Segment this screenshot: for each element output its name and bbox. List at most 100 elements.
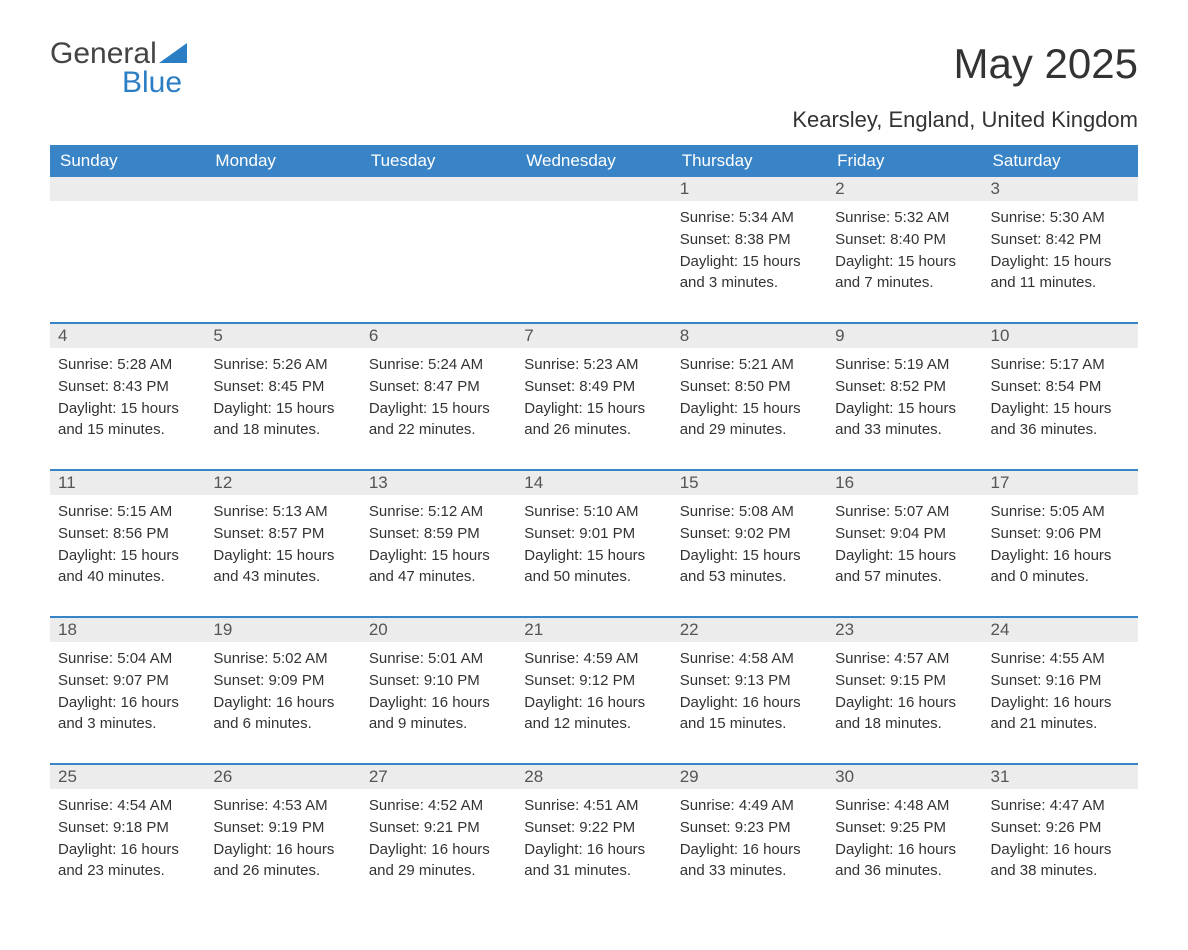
daylight-line: Daylight: 16 hours and 18 minutes. xyxy=(835,692,974,736)
day-number: 18 xyxy=(50,618,205,642)
day-body: Sunrise: 5:23 AMSunset: 8:49 PMDaylight:… xyxy=(516,348,671,469)
day-body: Sunrise: 5:15 AMSunset: 8:56 PMDaylight:… xyxy=(50,495,205,616)
day-body: Sunrise: 5:02 AMSunset: 9:09 PMDaylight:… xyxy=(205,642,360,763)
sunset-line: Sunset: 8:47 PM xyxy=(369,376,508,398)
sunrise-line: Sunrise: 4:55 AM xyxy=(991,648,1130,670)
calendar-day-cell: 13Sunrise: 5:12 AMSunset: 8:59 PMDayligh… xyxy=(361,470,516,617)
sunset-line: Sunset: 8:59 PM xyxy=(369,523,508,545)
calendar-body: 1Sunrise: 5:34 AMSunset: 8:38 PMDaylight… xyxy=(50,177,1138,910)
calendar-day-cell: 22Sunrise: 4:58 AMSunset: 9:13 PMDayligh… xyxy=(672,617,827,764)
day-number xyxy=(205,177,360,201)
sunrise-line: Sunrise: 4:54 AM xyxy=(58,795,197,817)
sunset-line: Sunset: 9:26 PM xyxy=(991,817,1130,839)
calendar-day-cell: 11Sunrise: 5:15 AMSunset: 8:56 PMDayligh… xyxy=(50,470,205,617)
calendar-day-cell: 27Sunrise: 4:52 AMSunset: 9:21 PMDayligh… xyxy=(361,764,516,910)
sunset-line: Sunset: 9:16 PM xyxy=(991,670,1130,692)
sunrise-line: Sunrise: 5:05 AM xyxy=(991,501,1130,523)
day-number: 3 xyxy=(983,177,1138,201)
daylight-line: Daylight: 16 hours and 38 minutes. xyxy=(991,839,1130,883)
calendar-day-cell: 29Sunrise: 4:49 AMSunset: 9:23 PMDayligh… xyxy=(672,764,827,910)
sunset-line: Sunset: 8:42 PM xyxy=(991,229,1130,251)
daylight-line: Daylight: 15 hours and 40 minutes. xyxy=(58,545,197,589)
calendar-day-cell: 9Sunrise: 5:19 AMSunset: 8:52 PMDaylight… xyxy=(827,323,982,470)
day-body: Sunrise: 4:47 AMSunset: 9:26 PMDaylight:… xyxy=(983,789,1138,910)
weekday-header: Tuesday xyxy=(361,145,516,177)
day-number xyxy=(361,177,516,201)
sunrise-line: Sunrise: 5:28 AM xyxy=(58,354,197,376)
day-number: 4 xyxy=(50,324,205,348)
calendar-day-cell: 17Sunrise: 5:05 AMSunset: 9:06 PMDayligh… xyxy=(983,470,1138,617)
day-body: Sunrise: 5:13 AMSunset: 8:57 PMDaylight:… xyxy=(205,495,360,616)
sunset-line: Sunset: 9:01 PM xyxy=(524,523,663,545)
sunset-line: Sunset: 9:13 PM xyxy=(680,670,819,692)
calendar-day-cell xyxy=(50,177,205,323)
calendar-day-cell: 28Sunrise: 4:51 AMSunset: 9:22 PMDayligh… xyxy=(516,764,671,910)
calendar-day-cell: 5Sunrise: 5:26 AMSunset: 8:45 PMDaylight… xyxy=(205,323,360,470)
daylight-line: Daylight: 15 hours and 26 minutes. xyxy=(524,398,663,442)
daylight-line: Daylight: 16 hours and 36 minutes. xyxy=(835,839,974,883)
sunset-line: Sunset: 9:15 PM xyxy=(835,670,974,692)
day-body: Sunrise: 4:52 AMSunset: 9:21 PMDaylight:… xyxy=(361,789,516,910)
day-body: Sunrise: 5:07 AMSunset: 9:04 PMDaylight:… xyxy=(827,495,982,616)
sunrise-line: Sunrise: 5:08 AM xyxy=(680,501,819,523)
sunrise-line: Sunrise: 5:23 AM xyxy=(524,354,663,376)
daylight-line: Daylight: 16 hours and 15 minutes. xyxy=(680,692,819,736)
calendar-day-cell: 26Sunrise: 4:53 AMSunset: 9:19 PMDayligh… xyxy=(205,764,360,910)
day-body xyxy=(50,201,205,301)
daylight-line: Daylight: 16 hours and 0 minutes. xyxy=(991,545,1130,589)
weekday-header: Thursday xyxy=(672,145,827,177)
daylight-line: Daylight: 15 hours and 15 minutes. xyxy=(58,398,197,442)
day-number: 9 xyxy=(827,324,982,348)
day-body: Sunrise: 5:10 AMSunset: 9:01 PMDaylight:… xyxy=(516,495,671,616)
daylight-line: Daylight: 16 hours and 23 minutes. xyxy=(58,839,197,883)
calendar-day-cell xyxy=(205,177,360,323)
daylight-line: Daylight: 16 hours and 6 minutes. xyxy=(213,692,352,736)
day-number xyxy=(516,177,671,201)
daylight-line: Daylight: 15 hours and 18 minutes. xyxy=(213,398,352,442)
day-number: 7 xyxy=(516,324,671,348)
calendar-day-cell: 19Sunrise: 5:02 AMSunset: 9:09 PMDayligh… xyxy=(205,617,360,764)
sunset-line: Sunset: 9:04 PM xyxy=(835,523,974,545)
day-body: Sunrise: 5:30 AMSunset: 8:42 PMDaylight:… xyxy=(983,201,1138,322)
sunrise-line: Sunrise: 4:49 AM xyxy=(680,795,819,817)
sunset-line: Sunset: 9:19 PM xyxy=(213,817,352,839)
sunset-line: Sunset: 9:18 PM xyxy=(58,817,197,839)
day-body: Sunrise: 5:34 AMSunset: 8:38 PMDaylight:… xyxy=(672,201,827,322)
day-body: Sunrise: 5:26 AMSunset: 8:45 PMDaylight:… xyxy=(205,348,360,469)
sunset-line: Sunset: 9:23 PM xyxy=(680,817,819,839)
day-number: 13 xyxy=(361,471,516,495)
daylight-line: Daylight: 15 hours and 57 minutes. xyxy=(835,545,974,589)
sunset-line: Sunset: 9:21 PM xyxy=(369,817,508,839)
day-number: 24 xyxy=(983,618,1138,642)
day-body: Sunrise: 5:28 AMSunset: 8:43 PMDaylight:… xyxy=(50,348,205,469)
daylight-line: Daylight: 15 hours and 47 minutes. xyxy=(369,545,508,589)
daylight-line: Daylight: 15 hours and 33 minutes. xyxy=(835,398,974,442)
day-body: Sunrise: 4:49 AMSunset: 9:23 PMDaylight:… xyxy=(672,789,827,910)
calendar-day-cell: 1Sunrise: 5:34 AMSunset: 8:38 PMDaylight… xyxy=(672,177,827,323)
day-body: Sunrise: 5:04 AMSunset: 9:07 PMDaylight:… xyxy=(50,642,205,763)
calendar-day-cell: 15Sunrise: 5:08 AMSunset: 9:02 PMDayligh… xyxy=(672,470,827,617)
day-number: 21 xyxy=(516,618,671,642)
calendar-day-cell: 16Sunrise: 5:07 AMSunset: 9:04 PMDayligh… xyxy=(827,470,982,617)
calendar-day-cell: 20Sunrise: 5:01 AMSunset: 9:10 PMDayligh… xyxy=(361,617,516,764)
daylight-line: Daylight: 16 hours and 12 minutes. xyxy=(524,692,663,736)
calendar-table: SundayMondayTuesdayWednesdayThursdayFrid… xyxy=(50,145,1138,910)
sunset-line: Sunset: 8:49 PM xyxy=(524,376,663,398)
daylight-line: Daylight: 16 hours and 21 minutes. xyxy=(991,692,1130,736)
daylight-line: Daylight: 15 hours and 29 minutes. xyxy=(680,398,819,442)
sunset-line: Sunset: 9:22 PM xyxy=(524,817,663,839)
day-number: 15 xyxy=(672,471,827,495)
day-body: Sunrise: 4:57 AMSunset: 9:15 PMDaylight:… xyxy=(827,642,982,763)
sunset-line: Sunset: 9:10 PM xyxy=(369,670,508,692)
day-body: Sunrise: 4:55 AMSunset: 9:16 PMDaylight:… xyxy=(983,642,1138,763)
sunrise-line: Sunrise: 5:26 AM xyxy=(213,354,352,376)
sunrise-line: Sunrise: 5:30 AM xyxy=(991,207,1130,229)
day-body: Sunrise: 5:08 AMSunset: 9:02 PMDaylight:… xyxy=(672,495,827,616)
day-number: 1 xyxy=(672,177,827,201)
calendar-day-cell: 24Sunrise: 4:55 AMSunset: 9:16 PMDayligh… xyxy=(983,617,1138,764)
sunrise-line: Sunrise: 5:07 AM xyxy=(835,501,974,523)
sunrise-line: Sunrise: 5:01 AM xyxy=(369,648,508,670)
day-number: 12 xyxy=(205,471,360,495)
calendar-week-row: 18Sunrise: 5:04 AMSunset: 9:07 PMDayligh… xyxy=(50,617,1138,764)
sunset-line: Sunset: 8:43 PM xyxy=(58,376,197,398)
